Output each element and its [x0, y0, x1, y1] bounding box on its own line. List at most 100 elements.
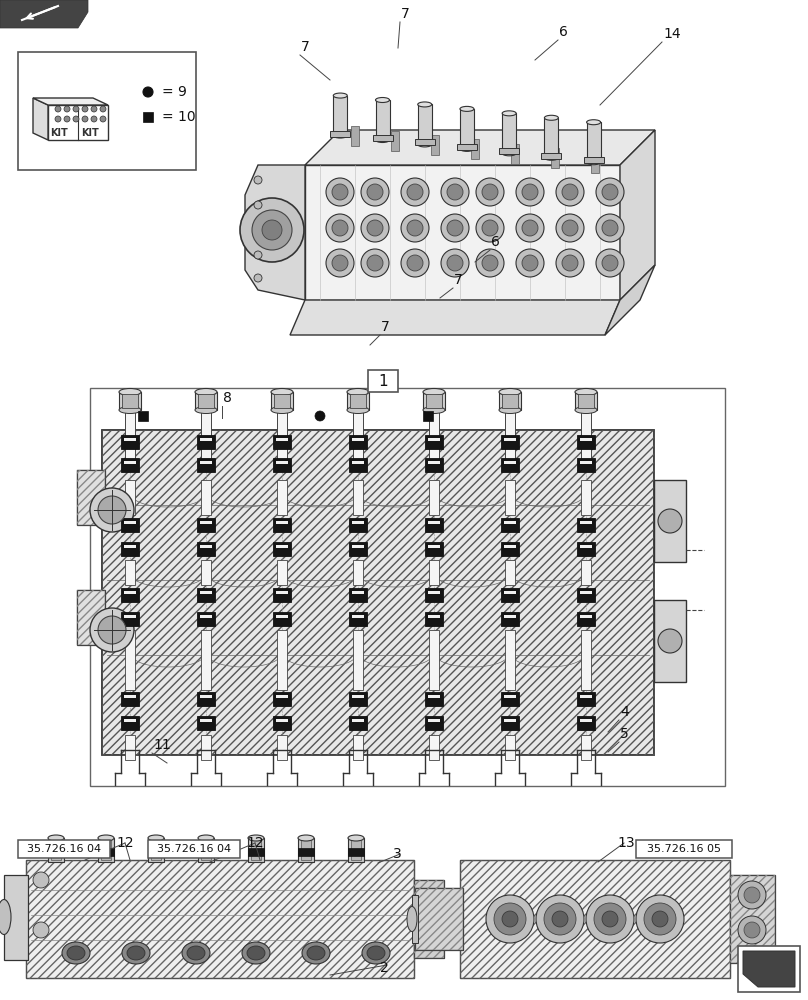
- Ellipse shape: [418, 102, 431, 107]
- Bar: [504, 695, 516, 698]
- Circle shape: [494, 903, 526, 935]
- Circle shape: [367, 220, 383, 236]
- Circle shape: [326, 178, 354, 206]
- Bar: [197, 542, 215, 556]
- Bar: [351, 838, 361, 860]
- Circle shape: [361, 178, 389, 206]
- Text: 6: 6: [559, 25, 568, 39]
- Bar: [575, 392, 597, 410]
- Ellipse shape: [307, 946, 325, 960]
- Bar: [77, 590, 105, 645]
- Bar: [124, 615, 136, 618]
- Ellipse shape: [242, 942, 270, 964]
- Bar: [425, 435, 443, 449]
- Bar: [429, 560, 439, 585]
- Circle shape: [401, 249, 429, 277]
- Bar: [77, 590, 105, 645]
- Circle shape: [644, 903, 676, 935]
- Circle shape: [516, 214, 544, 242]
- Circle shape: [636, 895, 684, 943]
- Text: = 9: = 9: [162, 85, 187, 99]
- Circle shape: [254, 176, 262, 184]
- Circle shape: [447, 184, 463, 200]
- Bar: [501, 542, 519, 556]
- Bar: [148, 848, 164, 856]
- Ellipse shape: [587, 160, 600, 165]
- Bar: [124, 521, 136, 524]
- Bar: [276, 521, 288, 524]
- Bar: [276, 545, 288, 548]
- Bar: [124, 695, 136, 698]
- Bar: [124, 461, 136, 464]
- Polygon shape: [245, 165, 305, 300]
- Bar: [581, 630, 591, 690]
- Ellipse shape: [587, 120, 600, 125]
- Text: KIT: KIT: [50, 128, 68, 138]
- Text: 5: 5: [620, 727, 629, 741]
- Bar: [368, 370, 398, 392]
- Bar: [415, 888, 463, 950]
- Circle shape: [602, 220, 618, 236]
- Bar: [273, 716, 291, 730]
- Circle shape: [262, 220, 282, 240]
- Bar: [198, 838, 214, 862]
- Bar: [352, 545, 364, 548]
- Bar: [125, 735, 135, 760]
- Bar: [504, 521, 516, 524]
- Circle shape: [33, 922, 49, 938]
- Circle shape: [401, 178, 429, 206]
- Bar: [121, 588, 139, 602]
- Bar: [577, 716, 595, 730]
- Ellipse shape: [271, 406, 293, 414]
- Polygon shape: [48, 105, 108, 140]
- Circle shape: [441, 249, 469, 277]
- Bar: [197, 435, 215, 449]
- Bar: [98, 848, 114, 856]
- Ellipse shape: [119, 406, 141, 414]
- Bar: [77, 470, 105, 525]
- Bar: [195, 392, 217, 410]
- Bar: [583, 157, 604, 163]
- Bar: [26, 860, 414, 978]
- Circle shape: [738, 916, 766, 944]
- Ellipse shape: [348, 835, 364, 841]
- Circle shape: [596, 214, 624, 242]
- Bar: [4, 875, 28, 960]
- Bar: [273, 542, 291, 556]
- Circle shape: [536, 895, 584, 943]
- Circle shape: [143, 87, 153, 97]
- Circle shape: [562, 220, 578, 236]
- Bar: [251, 838, 261, 860]
- Bar: [121, 716, 139, 730]
- Circle shape: [552, 911, 568, 927]
- Bar: [376, 100, 389, 140]
- Polygon shape: [605, 265, 655, 335]
- Bar: [738, 946, 800, 992]
- Bar: [580, 591, 592, 594]
- Circle shape: [240, 198, 304, 262]
- Circle shape: [516, 178, 544, 206]
- Circle shape: [602, 911, 618, 927]
- Bar: [197, 716, 215, 730]
- Bar: [504, 461, 516, 464]
- Circle shape: [326, 214, 354, 242]
- Bar: [125, 630, 135, 690]
- Circle shape: [476, 178, 504, 206]
- Bar: [580, 521, 592, 524]
- Bar: [148, 838, 164, 862]
- Bar: [349, 692, 367, 706]
- Bar: [352, 615, 364, 618]
- Ellipse shape: [333, 93, 347, 98]
- Ellipse shape: [182, 942, 210, 964]
- Text: 13: 13: [617, 836, 634, 850]
- Bar: [418, 104, 431, 144]
- Circle shape: [652, 911, 668, 927]
- Ellipse shape: [187, 946, 205, 960]
- Bar: [423, 392, 445, 410]
- Text: 11: 11: [153, 738, 170, 752]
- Bar: [504, 438, 516, 441]
- Bar: [541, 153, 562, 159]
- Text: 35.726.16 05: 35.726.16 05: [647, 844, 721, 854]
- Bar: [248, 838, 264, 862]
- Bar: [581, 480, 591, 515]
